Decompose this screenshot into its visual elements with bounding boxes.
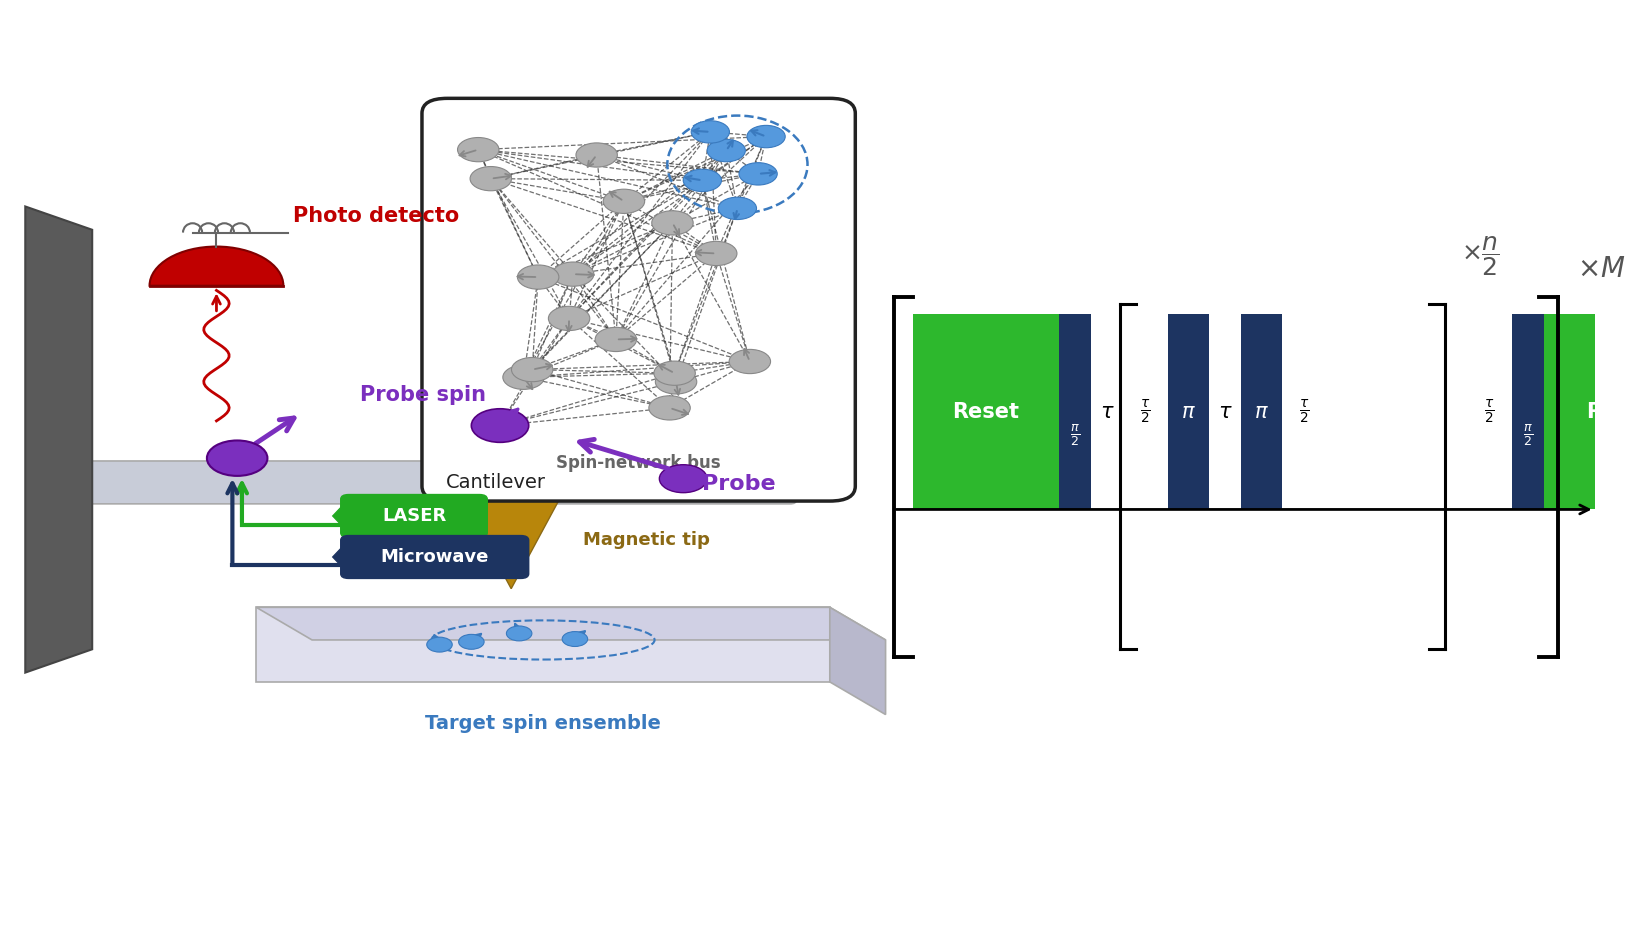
Text: Read: Read (1586, 401, 1642, 422)
Circle shape (729, 350, 770, 374)
Circle shape (506, 626, 532, 640)
Text: Microwave: Microwave (381, 548, 489, 566)
Circle shape (655, 369, 696, 394)
Text: Photo detecto: Photo detecto (292, 206, 458, 225)
Polygon shape (463, 500, 558, 589)
Bar (1059, 313, 1090, 510)
Text: $\pi$: $\pi$ (1254, 401, 1269, 422)
Polygon shape (25, 207, 92, 672)
Circle shape (691, 121, 729, 143)
Circle shape (708, 139, 745, 162)
Text: Reset: Reset (952, 401, 1020, 422)
Text: $\tau$: $\tau$ (1100, 401, 1115, 422)
Circle shape (470, 166, 512, 191)
Polygon shape (333, 499, 348, 533)
Circle shape (427, 637, 452, 652)
Text: $\frac{\tau}{2}$: $\frac{\tau}{2}$ (1140, 397, 1151, 425)
Circle shape (649, 396, 690, 420)
FancyBboxPatch shape (422, 98, 855, 501)
Circle shape (552, 262, 594, 286)
Text: $\times\dfrac{n}{2}$: $\times\dfrac{n}{2}$ (1461, 234, 1499, 278)
Bar (1512, 313, 1543, 510)
Text: Cantilever: Cantilever (445, 473, 545, 492)
Circle shape (747, 125, 785, 148)
Polygon shape (829, 608, 885, 714)
Circle shape (683, 169, 721, 192)
Text: Probe spin: Probe spin (360, 385, 486, 405)
Bar (913, 313, 1059, 510)
Text: $\frac{\pi}{2}$: $\frac{\pi}{2}$ (1071, 423, 1080, 448)
Circle shape (654, 361, 695, 385)
Circle shape (458, 634, 484, 649)
Text: $\tau$: $\tau$ (1218, 401, 1232, 422)
Circle shape (696, 241, 737, 266)
Circle shape (718, 197, 757, 220)
Text: LASER: LASER (383, 507, 447, 525)
Circle shape (562, 631, 588, 646)
Circle shape (739, 163, 777, 185)
Circle shape (502, 366, 544, 389)
Circle shape (471, 409, 529, 442)
Circle shape (576, 143, 617, 167)
Circle shape (207, 440, 268, 476)
FancyBboxPatch shape (342, 495, 488, 538)
Text: Magnetic tip: Magnetic tip (583, 531, 709, 549)
Bar (1543, 313, 1642, 510)
Text: Target spin ensemble: Target spin ensemble (425, 714, 662, 733)
Circle shape (517, 265, 558, 289)
Polygon shape (333, 540, 348, 574)
Bar (1167, 313, 1209, 510)
Text: $\frac{\tau}{2}$: $\frac{\tau}{2}$ (1484, 397, 1494, 425)
Circle shape (603, 189, 645, 213)
Wedge shape (149, 247, 284, 286)
Circle shape (511, 357, 553, 381)
Text: $\frac{\tau}{2}$: $\frac{\tau}{2}$ (1299, 397, 1310, 425)
Text: $\frac{\pi}{2}$: $\frac{\pi}{2}$ (1522, 423, 1532, 448)
Circle shape (660, 465, 708, 493)
FancyBboxPatch shape (82, 461, 796, 504)
Polygon shape (256, 608, 885, 640)
Circle shape (548, 307, 589, 331)
Text: Spin-network bus: Spin-network bus (557, 453, 721, 472)
Polygon shape (256, 608, 829, 682)
Circle shape (652, 210, 693, 235)
Text: $\pi$: $\pi$ (1181, 401, 1195, 422)
Bar (1241, 313, 1282, 510)
Circle shape (458, 137, 499, 162)
Text: Probe: Probe (703, 474, 777, 495)
FancyBboxPatch shape (342, 536, 529, 579)
Text: $\times M$: $\times M$ (1576, 255, 1626, 283)
Circle shape (594, 327, 637, 352)
